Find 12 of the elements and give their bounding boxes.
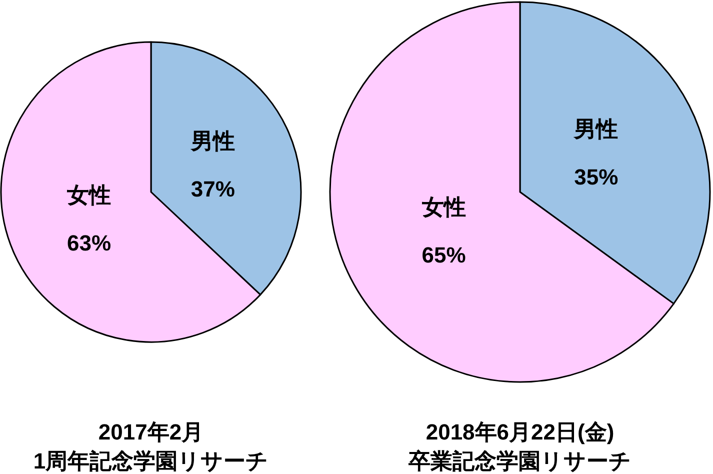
slice-label: 男性 <box>190 128 235 154</box>
data-label: 35% <box>574 164 618 190</box>
slice-label: 男性 <box>573 116 618 142</box>
text: 2017年2月 <box>98 420 204 444</box>
text: 2018年6月22日(金) <box>426 420 614 444</box>
text: 卒業記念学園リサーチ <box>408 448 632 474</box>
text: 1周年記念学園リサーチ <box>33 448 269 474</box>
data-label: 37% <box>190 176 235 202</box>
slice-label: 女性 <box>66 182 112 208</box>
slice-label: 女性 <box>420 194 466 220</box>
data-label: 63% <box>67 230 112 256</box>
data-label: 65% <box>422 242 466 268</box>
